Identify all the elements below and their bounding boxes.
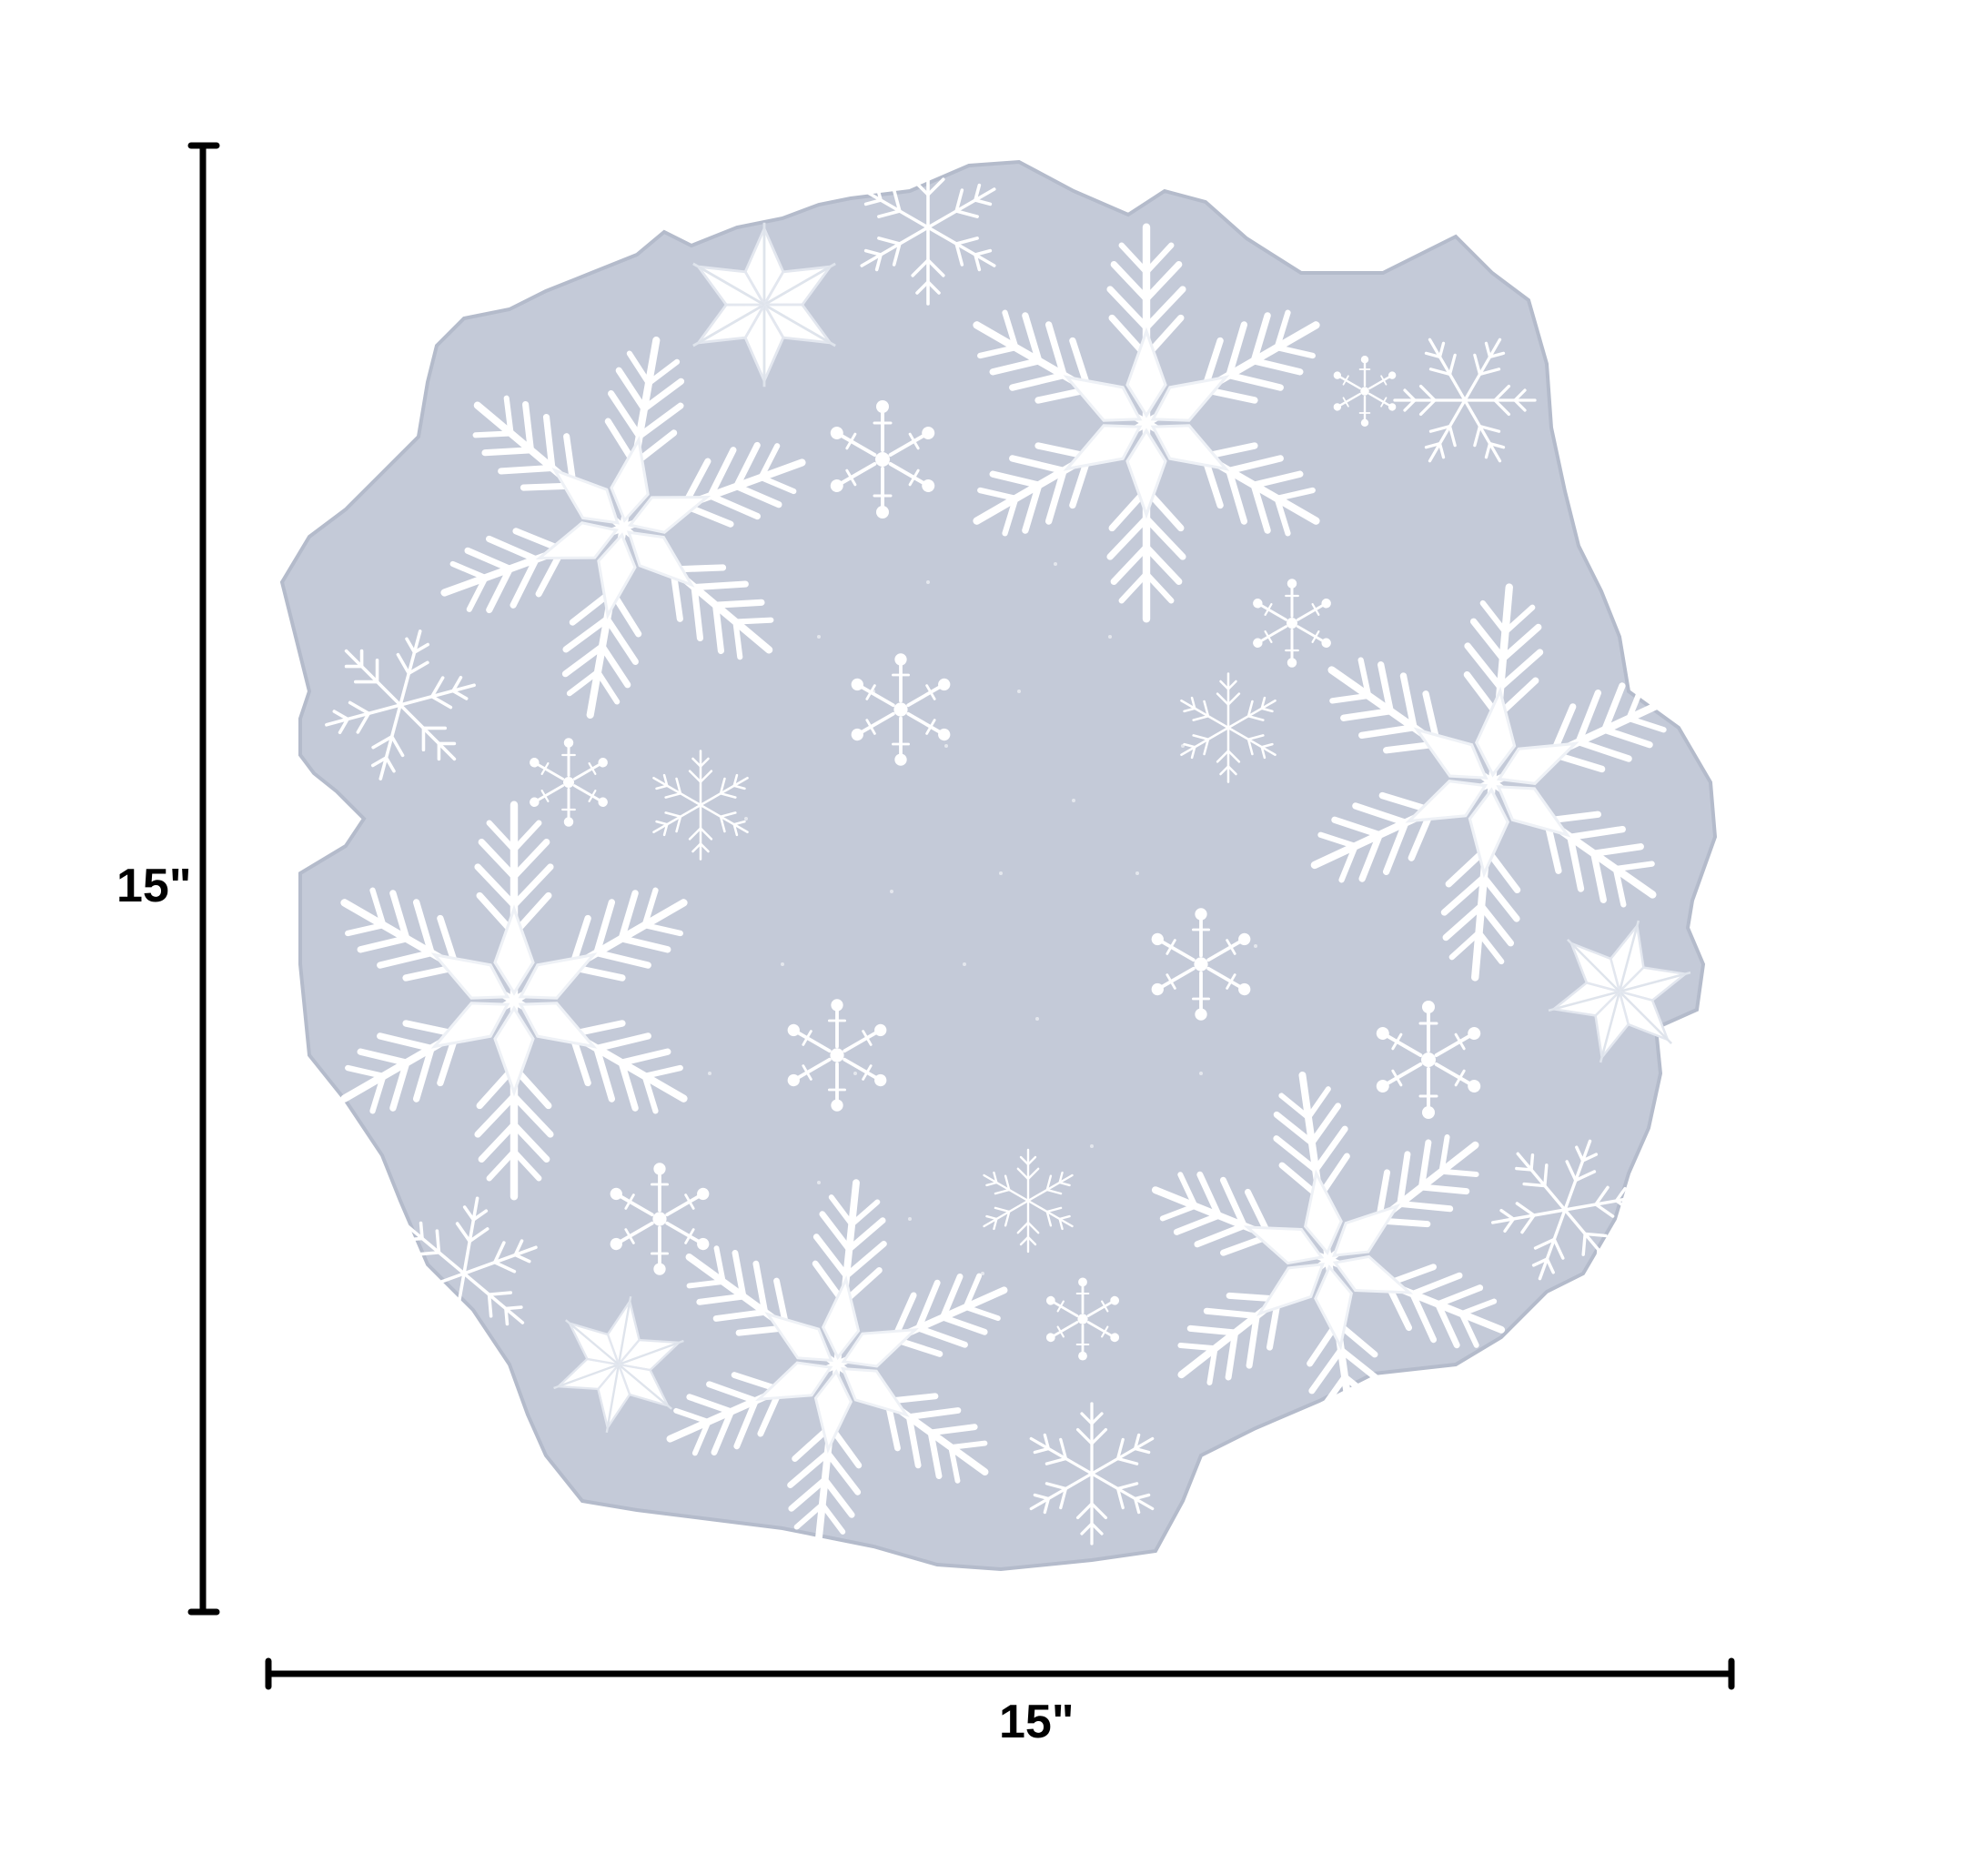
height-label: 15" [116,860,192,912]
width-label: 15" [999,1696,1075,1748]
fabric-texture [708,562,1257,1275]
width-dimension-line [265,1657,1735,1690]
height-dimension-line [187,142,220,1616]
